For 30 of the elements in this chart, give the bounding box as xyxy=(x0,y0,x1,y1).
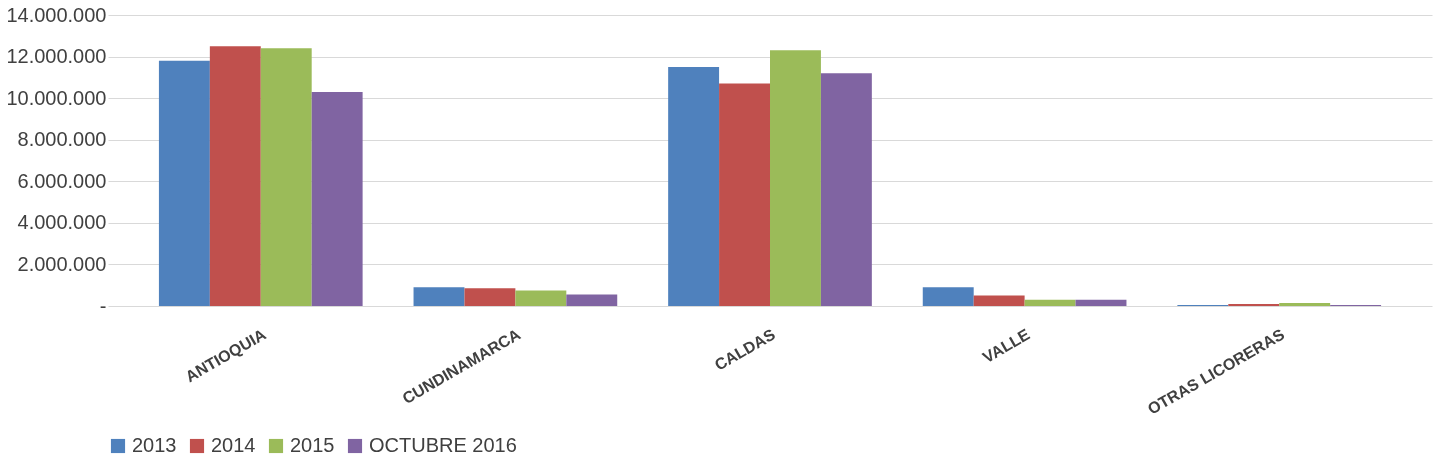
y-tick-label: 6.000.000 xyxy=(17,169,107,192)
y-tick-label: 2.000.000 xyxy=(17,252,107,275)
bar xyxy=(158,60,210,306)
y-tick-label: 4.000.000 xyxy=(17,211,107,234)
bar xyxy=(260,48,312,306)
bar xyxy=(820,73,872,306)
bar xyxy=(515,290,567,306)
y-tick-label: 12.000.000 xyxy=(6,45,107,68)
y-tick-label: - xyxy=(99,294,107,317)
legend-label: OCTUBRE 2016 xyxy=(369,434,517,456)
bar xyxy=(1024,299,1076,306)
bar xyxy=(311,91,363,306)
y-tick-label: 14.000.000 xyxy=(6,3,107,26)
bar xyxy=(668,66,720,306)
legend-label: 2013 xyxy=(132,434,177,456)
bar xyxy=(1279,302,1331,306)
bar xyxy=(1075,299,1127,306)
bar xyxy=(719,83,770,306)
bar xyxy=(770,50,821,306)
y-tick-label: 8.000.000 xyxy=(17,128,107,151)
bar xyxy=(209,46,261,306)
legend-label: 2014 xyxy=(211,434,256,456)
legend-label: 2015 xyxy=(290,434,335,456)
y-tick-label: 10.000.000 xyxy=(6,86,107,109)
bar xyxy=(413,287,465,306)
bar xyxy=(566,294,618,306)
bar xyxy=(973,295,1025,306)
bar xyxy=(464,288,516,306)
bar xyxy=(1228,303,1280,306)
bar xyxy=(922,287,974,306)
